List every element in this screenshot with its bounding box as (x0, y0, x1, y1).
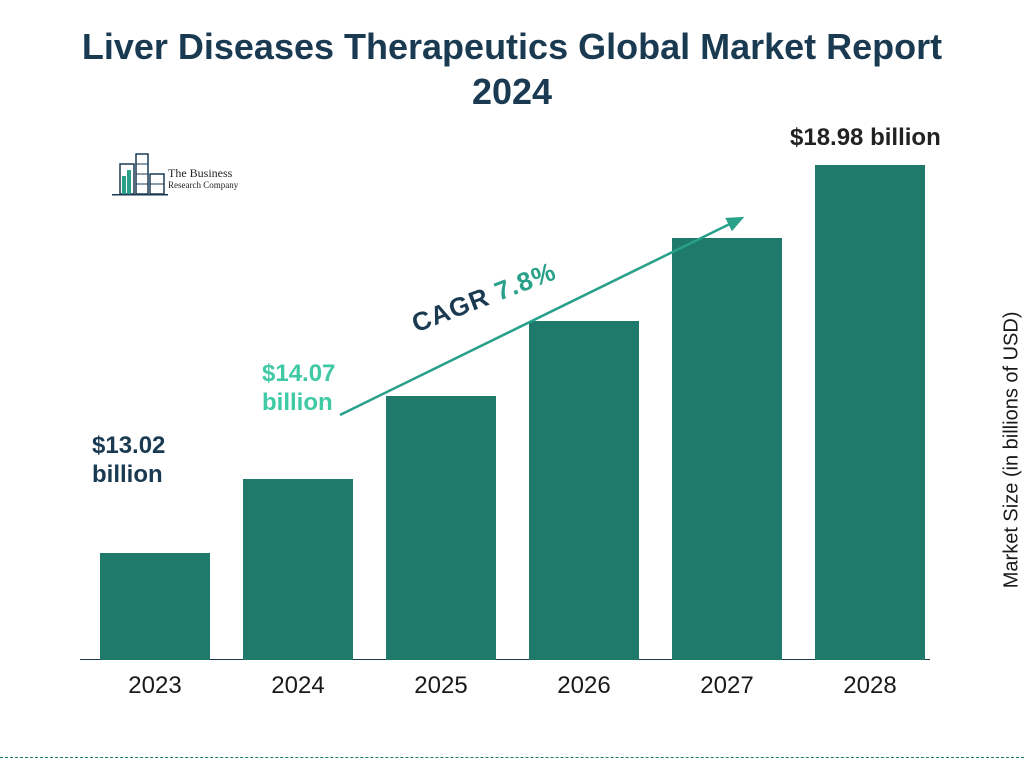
x-label-2024: 2024 (243, 672, 353, 700)
x-label-2028: 2028 (815, 672, 925, 700)
data-label-2: $18.98 billion (790, 124, 941, 153)
bar-2028 (815, 165, 925, 660)
bar-2025 (386, 396, 496, 660)
bar-2027 (672, 238, 782, 660)
x-label-2025: 2025 (386, 672, 496, 700)
bar-2023 (100, 553, 210, 660)
x-label-2023: 2023 (100, 672, 210, 700)
bar-chart: 2023 2024 2025 2026 2027 2028 (80, 140, 930, 700)
bottom-dashed-border (0, 757, 1024, 758)
bar-2024 (243, 479, 353, 660)
x-label-2026: 2026 (529, 672, 639, 700)
data-label-1: $14.07billion (262, 360, 335, 418)
data-label-0: $13.02billion (92, 432, 165, 490)
x-label-2027: 2027 (672, 672, 782, 700)
bar-2026 (529, 321, 639, 660)
chart-title: Liver Diseases Therapeutics Global Marke… (0, 24, 1024, 114)
y-axis-label: Market Size (in billions of USD) (1001, 312, 1024, 589)
